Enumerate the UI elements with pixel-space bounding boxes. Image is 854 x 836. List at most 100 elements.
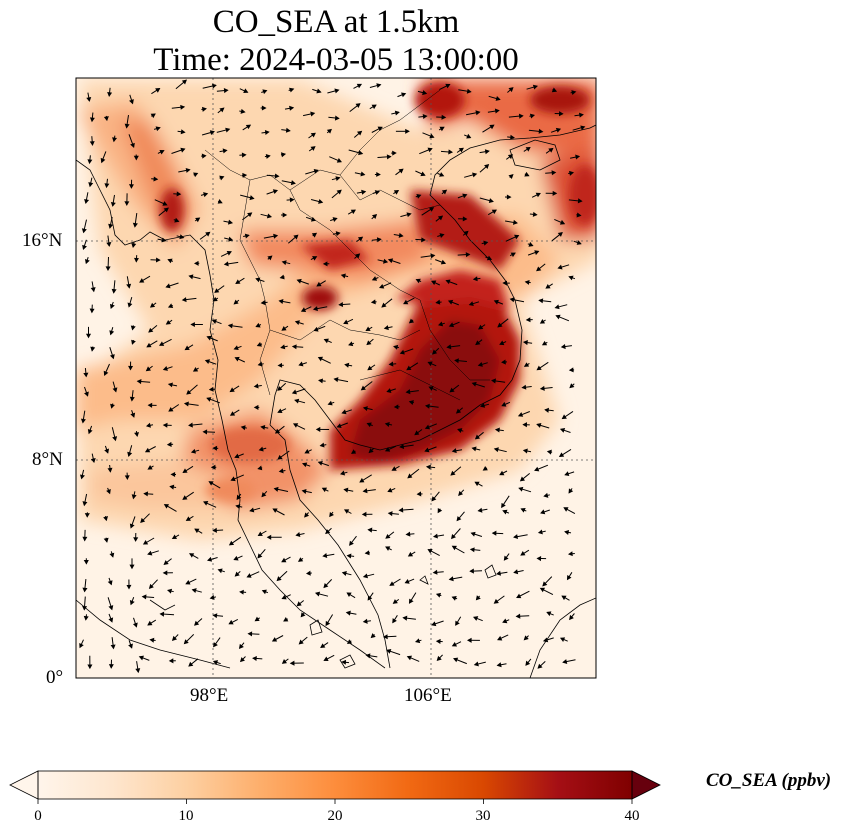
wind-vector-head <box>129 396 135 402</box>
wind-vector-head <box>405 531 411 537</box>
wind-vector-head <box>167 303 174 308</box>
colorbar-label: CO_SEA (ppbv) <box>706 770 832 791</box>
wind-vector-head <box>560 343 566 350</box>
wind-vector-head <box>387 258 394 264</box>
wind-vector-head <box>399 443 405 449</box>
wind-vector-head <box>130 325 136 331</box>
wind-vector-head <box>346 553 352 559</box>
wind-vector-head <box>134 432 140 438</box>
wind-vector-head <box>522 340 528 346</box>
wind-vector-head <box>301 488 307 494</box>
wind-vector-head <box>520 551 526 556</box>
wind-vector-head <box>384 447 391 452</box>
wind-vector-head <box>233 299 239 305</box>
wind-vector-head <box>208 481 214 486</box>
wind-vector-head <box>79 642 84 649</box>
wind-vector-head <box>503 555 509 561</box>
wind-vector-head <box>457 428 463 433</box>
wind-vector-head <box>554 304 560 310</box>
wind-vector-head <box>108 605 114 611</box>
wind-vector-head <box>89 141 95 146</box>
wind-vector-head <box>488 198 494 203</box>
wind-vector-head <box>374 190 380 195</box>
wind-vector-head <box>167 258 173 264</box>
wind-vector-head <box>318 199 324 204</box>
wind-vector-head <box>217 199 223 204</box>
wind-vector-head <box>551 87 558 93</box>
wind-vector-head <box>393 190 400 195</box>
wind-vector-head <box>435 592 442 598</box>
wind-vector-head <box>414 638 421 644</box>
wind-vector-head <box>376 83 382 89</box>
wind-vector-head <box>316 281 322 287</box>
wind-vector-head <box>540 509 546 515</box>
wind-vector-head <box>86 96 92 102</box>
wind-vector-head <box>398 507 404 513</box>
wind-vector-head <box>483 240 489 246</box>
wind-vector-head <box>428 386 434 391</box>
wind-vector-head <box>387 511 393 517</box>
colorbar-tick-10: 10 <box>178 808 194 824</box>
wind-vector-head <box>453 657 459 663</box>
wind-vector-head <box>535 192 541 198</box>
wind-vector-head <box>257 553 263 559</box>
wind-vector-head <box>203 501 209 506</box>
map-title-line1: CO_SEA at 1.5km <box>212 4 460 40</box>
wind-vector-head <box>171 635 178 641</box>
wind-vector-head <box>528 241 534 247</box>
wind-vector-head <box>501 401 507 407</box>
wind-vector-head <box>385 533 391 539</box>
wind-vector-head <box>289 660 295 666</box>
wind-vector-head <box>257 465 263 471</box>
wind-vector-head <box>141 594 147 600</box>
wind-vector-head <box>238 643 244 649</box>
wind-vector-head <box>359 477 365 483</box>
wind-vector-head <box>392 599 398 604</box>
wind-vector-head <box>432 533 438 539</box>
wind-vector-head <box>431 496 437 502</box>
wind-vector-head <box>182 468 188 473</box>
wind-vector-head <box>242 172 248 178</box>
wind-vector-head <box>506 194 512 200</box>
wind-vector-head <box>133 257 139 263</box>
wind-vector-head <box>261 105 267 111</box>
wind-vector-head <box>502 618 508 624</box>
wind-vector-head <box>414 430 420 436</box>
wind-vector-head <box>529 113 536 119</box>
wind-vector-head <box>293 234 299 240</box>
wind-vector-head <box>422 114 428 119</box>
wind-vector-head <box>355 253 361 259</box>
wind-vector-head <box>538 298 544 304</box>
wind-vector-head <box>210 464 216 470</box>
wind-vector-head <box>243 88 249 94</box>
wind-vector-head <box>180 104 186 110</box>
wind-vector-head <box>260 424 266 430</box>
wind-vector-head <box>537 663 543 669</box>
wind-vector-head <box>393 404 399 410</box>
wind-vector-head <box>264 130 270 136</box>
wind-vector-head <box>462 193 468 199</box>
wind-vector-head <box>393 344 399 350</box>
wind-vector-head <box>126 283 132 289</box>
wind-vector-head <box>159 611 165 617</box>
wind-vector-head <box>281 557 287 563</box>
wind-vector-head <box>515 613 521 619</box>
wind-vector-head <box>106 489 111 495</box>
wind-vector-head <box>435 638 441 644</box>
lon-tick-106e: 106°E <box>404 685 452 706</box>
wind-vector-head <box>424 403 430 409</box>
wind-vector-head <box>522 422 528 428</box>
wind-vector-head <box>463 230 469 236</box>
wind-vector-head <box>360 385 366 391</box>
wind-vector-head <box>422 90 428 96</box>
wind-vector-head <box>474 481 480 487</box>
wind-vector-head <box>513 569 519 575</box>
wind-vector-head <box>195 217 201 223</box>
wind-vector-head <box>371 276 378 281</box>
wind-vector-head <box>495 96 501 101</box>
wind-vector-head <box>192 367 199 372</box>
wind-vector-head <box>240 425 246 431</box>
wind-vector-head <box>441 114 447 120</box>
wind-vector-head <box>428 207 435 212</box>
wind-vector-head <box>147 620 153 626</box>
